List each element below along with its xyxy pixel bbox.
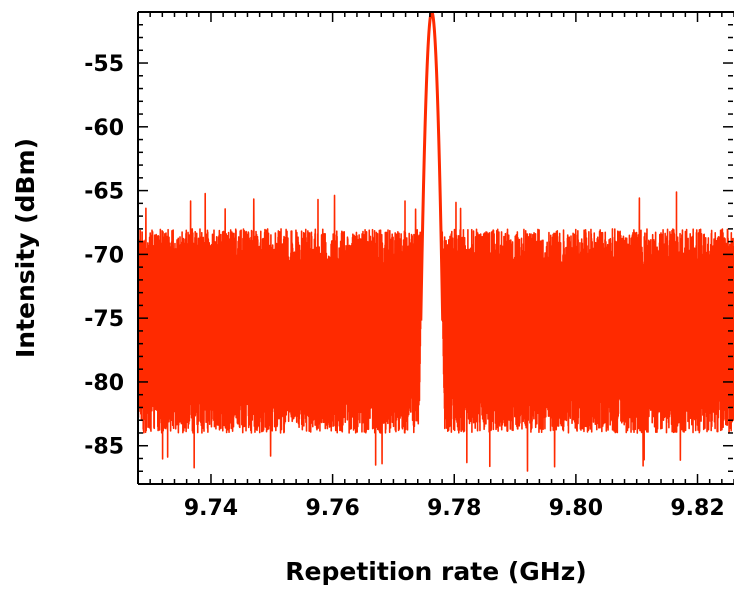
- x-tick-label: 9.76: [305, 496, 359, 521]
- y-tick-label: -70: [84, 243, 124, 268]
- y-tick-label: -60: [84, 116, 124, 141]
- x-tick-label: 9.80: [549, 496, 603, 521]
- spectrum-peak: [419, 12, 445, 321]
- x-tick-label: 9.82: [670, 496, 724, 521]
- x-tick-labels: 9.74 9.76 9.78 9.80 9.82: [184, 496, 725, 521]
- y-tick-label: -85: [84, 435, 124, 460]
- series-group: [138, 12, 734, 472]
- y-tick-label: -65: [84, 180, 124, 205]
- y-tick-label: -80: [84, 371, 124, 396]
- x-axis-title: Repetition rate (GHz): [285, 557, 586, 586]
- y-tick-label: -55: [84, 52, 124, 77]
- y-axis-title: Intensity (dBm): [11, 138, 40, 358]
- axis-ticks: [138, 12, 734, 484]
- y-tick-labels: -55 -60 -65 -70 -75 -80 -85: [84, 52, 124, 460]
- x-tick-label: 9.74: [184, 496, 238, 521]
- axes-frame: [137, 11, 734, 485]
- x-tick-label: 9.78: [427, 496, 481, 521]
- y-tick-label: -75: [84, 307, 124, 332]
